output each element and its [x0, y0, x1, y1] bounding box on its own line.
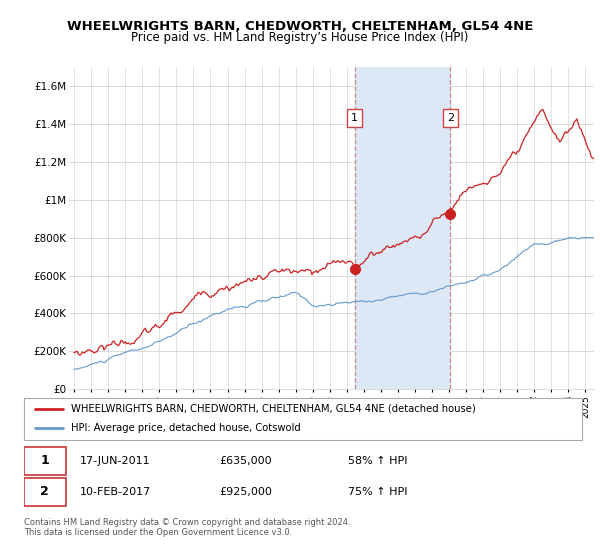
Text: Contains HM Land Registry data © Crown copyright and database right 2024.
This d: Contains HM Land Registry data © Crown c…	[24, 518, 350, 538]
Text: 2: 2	[447, 113, 454, 123]
Text: 58% ↑ HPI: 58% ↑ HPI	[347, 456, 407, 466]
Text: 1: 1	[351, 113, 358, 123]
Text: 1: 1	[40, 455, 49, 468]
Text: Price paid vs. HM Land Registry’s House Price Index (HPI): Price paid vs. HM Land Registry’s House …	[131, 31, 469, 44]
Text: WHEELWRIGHTS BARN, CHEDWORTH, CHELTENHAM, GL54 4NE: WHEELWRIGHTS BARN, CHEDWORTH, CHELTENHAM…	[67, 20, 533, 32]
FancyBboxPatch shape	[24, 478, 66, 506]
Text: 17-JUN-2011: 17-JUN-2011	[80, 456, 151, 466]
Text: WHEELWRIGHTS BARN, CHEDWORTH, CHELTENHAM, GL54 4NE (detached house): WHEELWRIGHTS BARN, CHEDWORTH, CHELTENHAM…	[71, 404, 476, 414]
Text: 2: 2	[40, 486, 49, 498]
FancyBboxPatch shape	[24, 447, 66, 475]
Text: 75% ↑ HPI: 75% ↑ HPI	[347, 487, 407, 497]
Text: £635,000: £635,000	[220, 456, 272, 466]
Text: £925,000: £925,000	[220, 487, 272, 497]
Text: HPI: Average price, detached house, Cotswold: HPI: Average price, detached house, Cots…	[71, 423, 301, 433]
Bar	[355, 67, 451, 389]
Text: 10-FEB-2017: 10-FEB-2017	[80, 487, 151, 497]
